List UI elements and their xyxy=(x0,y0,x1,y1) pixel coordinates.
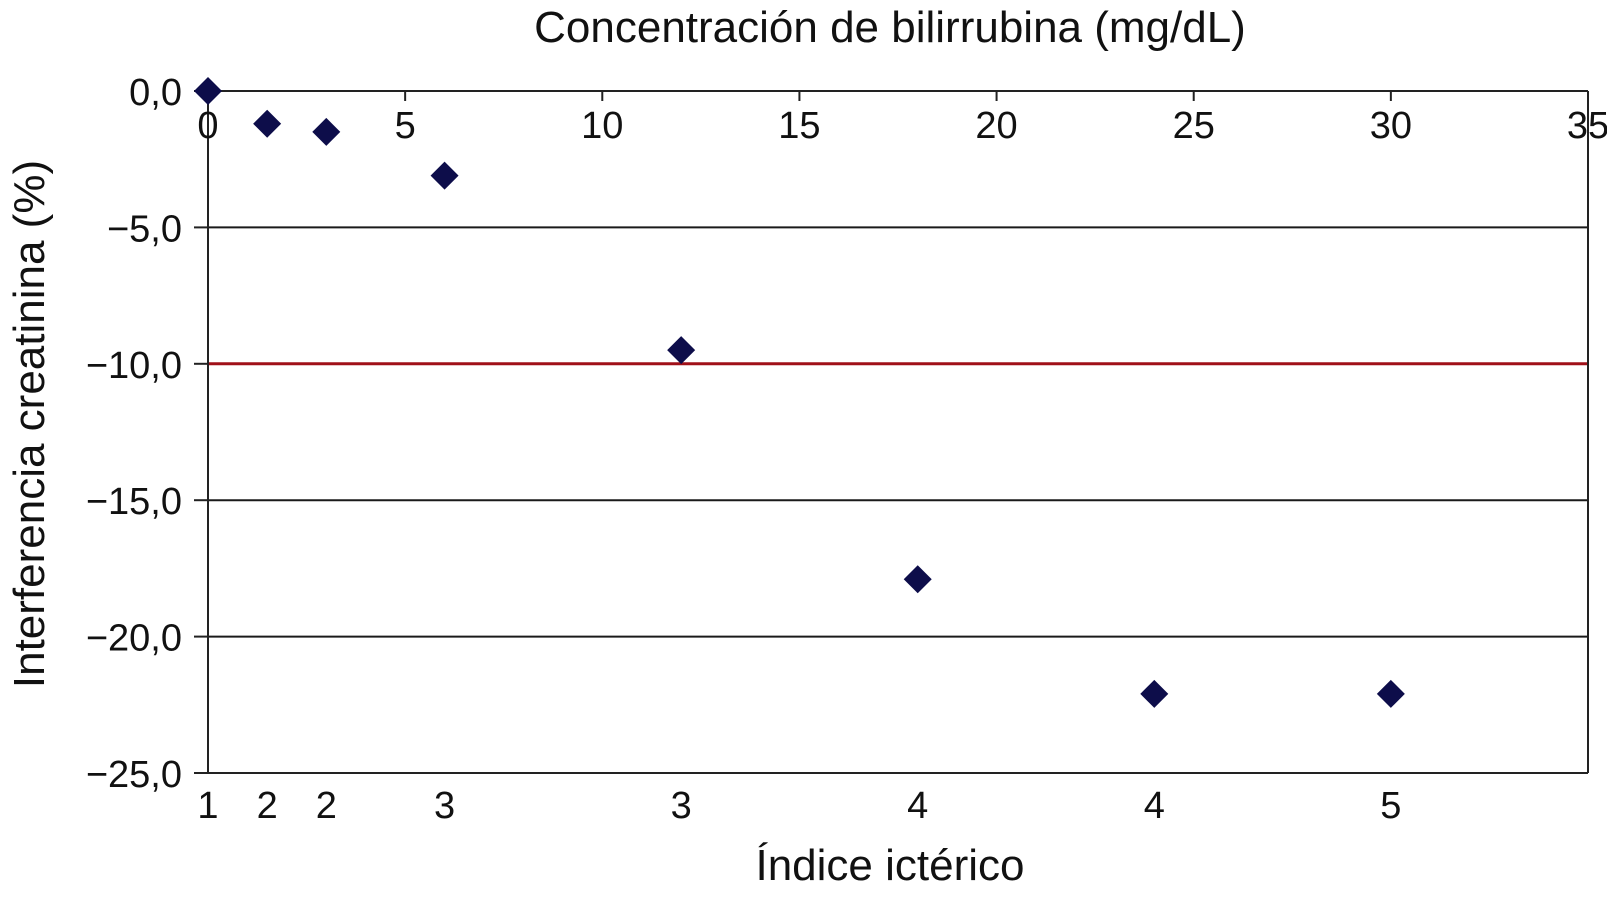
x-top-tick-label: 20 xyxy=(975,105,1017,147)
data-point xyxy=(903,565,932,594)
x-top-tick-label: 5 xyxy=(395,105,416,147)
y-axis-label: Interferencia creatinina (%) xyxy=(5,160,54,688)
x-top-tick-label: 0 xyxy=(197,105,218,147)
y-tick-label: 0,0 xyxy=(129,72,182,114)
data-point xyxy=(1376,679,1405,708)
grid-lines xyxy=(208,226,1588,638)
x-bottom-tick-label: 2 xyxy=(316,785,337,827)
axes xyxy=(194,90,1589,774)
data-point xyxy=(312,117,341,146)
x-bottom-tick-label: 1 xyxy=(197,785,218,827)
x-axis-label: Índice ictérico xyxy=(755,841,1024,890)
data-points xyxy=(194,77,1405,708)
y-tick-label: −25,0 xyxy=(86,754,182,796)
x-bottom-tick-label: 3 xyxy=(671,785,692,827)
y-tick-label: −10,0 xyxy=(86,345,182,387)
x-top-tick-label: 30 xyxy=(1370,105,1412,147)
y-tick-label: −20,0 xyxy=(86,618,182,660)
x-top-tick-label: 35 xyxy=(1567,105,1607,147)
x-bottom-tick-label: 2 xyxy=(257,785,278,827)
data-point xyxy=(253,109,282,138)
x-bottom-tick-label: 4 xyxy=(907,785,928,827)
x-bottom-tick-label: 4 xyxy=(1144,785,1165,827)
data-point xyxy=(667,336,696,365)
x-top-tick-label: 25 xyxy=(1173,105,1215,147)
x-top-tick-label: 10 xyxy=(581,105,623,147)
y-tick-label: −15,0 xyxy=(86,481,182,523)
data-point xyxy=(194,77,222,105)
x-top-tick-label: 15 xyxy=(778,105,820,147)
data-point xyxy=(1140,679,1169,708)
x-bottom-tick-label: 3 xyxy=(434,785,455,827)
tick-labels: 0,0−5,0−10,0−15,0−20,0−25,00 5 10 15 20 25 30 3… xyxy=(86,72,1607,827)
chart-title: Concentración de bilirrubina (mg/dL) xyxy=(534,3,1246,52)
y-tick-label: −5,0 xyxy=(107,208,182,250)
data-point xyxy=(430,161,459,190)
x-bottom-tick-label: 5 xyxy=(1380,785,1401,827)
